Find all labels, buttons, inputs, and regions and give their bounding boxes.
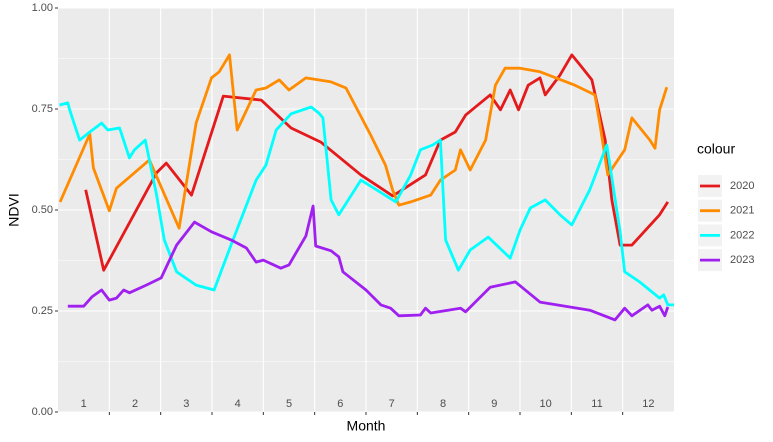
y-tick-label: 0.50 <box>32 204 53 216</box>
y-axis-title: NDVI <box>6 193 22 226</box>
legend-label: 2023 <box>730 254 754 266</box>
month-label: 4 <box>235 398 241 410</box>
legend-label: 2021 <box>730 205 754 217</box>
month-label: 3 <box>183 398 189 410</box>
series-line <box>59 101 674 307</box>
x-axis-title: Month <box>347 418 386 434</box>
month-label: 6 <box>337 398 343 410</box>
series-line <box>58 53 669 230</box>
legend: 2020 2021 2022 2023 <box>698 175 754 272</box>
series-line <box>67 204 670 322</box>
month-label: 7 <box>389 398 395 410</box>
y-tick-label: 0.25 <box>32 305 53 317</box>
y-tick-label: 0.00 <box>32 406 53 418</box>
month-label: 9 <box>491 398 497 410</box>
legend-label: 2020 <box>730 180 754 192</box>
legend-label: 2022 <box>730 229 754 241</box>
legend-title: colour <box>697 141 735 157</box>
month-label: 8 <box>440 398 446 410</box>
month-label: 2 <box>132 398 138 410</box>
month-label: 5 <box>286 398 292 410</box>
y-tick-label: 0.75 <box>32 103 53 115</box>
month-label: 10 <box>540 398 552 410</box>
month-label: 11 <box>591 398 602 410</box>
month-label: 12 <box>642 398 654 410</box>
axes: 0.000.250.500.751.001 2 3 4 5 6 7 8 9 10 11 12 <box>32 2 655 418</box>
month-label: 1 <box>81 398 87 410</box>
lines <box>58 53 674 322</box>
y-tick-label: 1.00 <box>32 2 53 14</box>
series-line <box>84 53 669 272</box>
